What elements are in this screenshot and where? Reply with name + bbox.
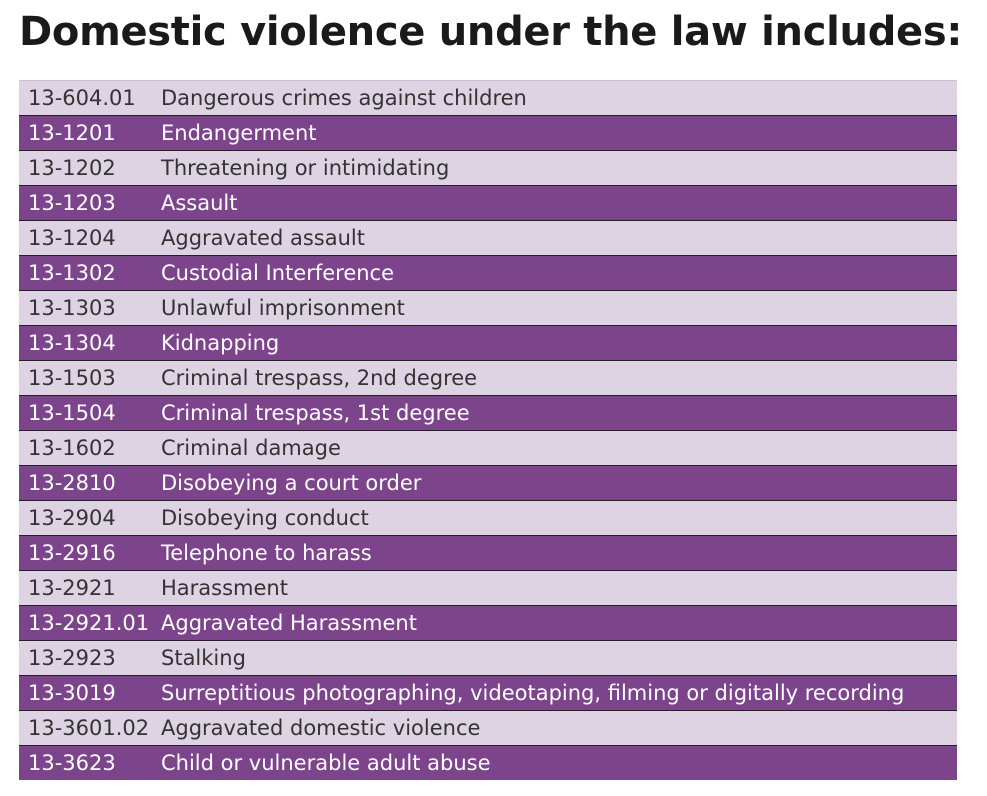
statute-code: 13-1203 (28, 191, 116, 215)
table-row: 13-3019 Surreptitious photographing, vide… (19, 676, 957, 711)
offense-description: Telephone to harass (161, 541, 372, 565)
statute-table: 13-604.01 Dangerous crimes against childr… (19, 80, 957, 780)
table-row: 13-1602 Criminal damage (19, 431, 957, 466)
offense-description: Criminal trespass, 2nd degree (161, 366, 478, 390)
statute-code: 13-1602 (28, 436, 116, 460)
offense-description: Aggravated assault (161, 226, 365, 250)
offense-description: Child or vulnerable adult abuse (161, 751, 491, 775)
table-row: 13-2921.01 Aggravated Harassment (19, 606, 957, 641)
table-row: 13-2923 Stalking (19, 641, 957, 676)
statute-code: 13-1304 (28, 331, 116, 355)
table-row: 13-2904 Disobeying conduct (19, 501, 957, 536)
offense-description: Stalking (161, 646, 246, 670)
table-row: 13-3623 Child or vulnerable adult abuse (19, 746, 957, 780)
table-row: 13-1302 Custodial Interference (19, 256, 957, 291)
offense-description: Criminal damage (161, 436, 341, 460)
statute-code: 13-1503 (28, 366, 116, 390)
offense-description: Disobeying a court order (161, 471, 422, 495)
offense-description: Disobeying conduct (161, 506, 369, 530)
statute-code: 13-604.01 (28, 86, 136, 110)
statute-code: 13-2810 (28, 471, 116, 495)
statute-code: 13-1204 (28, 226, 116, 250)
statute-code: 13-2923 (28, 646, 116, 670)
statute-code: 13-2921.01 (28, 611, 150, 635)
offense-description: Unlawful imprisonment (161, 296, 405, 320)
statute-code: 13-3601.02 (28, 716, 150, 740)
offense-description: Aggravated Harassment (161, 611, 417, 635)
statute-code: 13-1201 (28, 121, 116, 145)
table-row: 13-1504 Criminal trespass, 1st degree (19, 396, 957, 431)
table-row: 13-1503 Criminal trespass, 2nd degree (19, 361, 957, 396)
table-row: 13-2916 Telephone to harass (19, 536, 957, 571)
table-row: 13-2921 Harassment (19, 571, 957, 606)
statute-code: 13-3623 (28, 751, 116, 775)
offense-description: Criminal trespass, 1st degree (161, 401, 470, 425)
offense-description: Kidnapping (161, 331, 280, 355)
offense-description: Dangerous crimes against children (161, 86, 527, 110)
offense-description: Threatening or intimidating (161, 156, 450, 180)
statute-code: 13-1504 (28, 401, 116, 425)
offense-description: Aggravated domestic violence (161, 716, 481, 740)
offense-description: Harassment (161, 576, 288, 600)
table-row: 13-604.01 Dangerous crimes against childr… (19, 81, 957, 116)
statute-code: 13-2916 (28, 541, 116, 565)
table-row: 13-1204 Aggravated assault (19, 221, 957, 256)
offense-description: Assault (161, 191, 238, 215)
statute-code: 13-1303 (28, 296, 116, 320)
table-row: 13-1203 Assault (19, 186, 957, 221)
offense-description: Custodial Interference (161, 261, 395, 285)
table-row: 13-2810 Disobeying a court order (19, 466, 957, 501)
offense-description: Surreptitious photographing, videotaping… (161, 681, 905, 705)
page-title: Domestic violence under the law includes… (19, 9, 963, 55)
statute-code: 13-3019 (28, 681, 116, 705)
statute-code: 13-1202 (28, 156, 116, 180)
table-row: 13-1201 Endangerment (19, 116, 957, 151)
statute-code: 13-2904 (28, 506, 116, 530)
table-row: 13-1304 Kidnapping (19, 326, 957, 361)
table-row: 13-1202 Threatening or intimidating (19, 151, 957, 186)
statute-code: 13-1302 (28, 261, 116, 285)
table-row: 13-1303 Unlawful imprisonment (19, 291, 957, 326)
table-row: 13-3601.02 Aggravated domestic violence (19, 711, 957, 746)
statute-code: 13-2921 (28, 576, 116, 600)
offense-description: Endangerment (161, 121, 317, 145)
